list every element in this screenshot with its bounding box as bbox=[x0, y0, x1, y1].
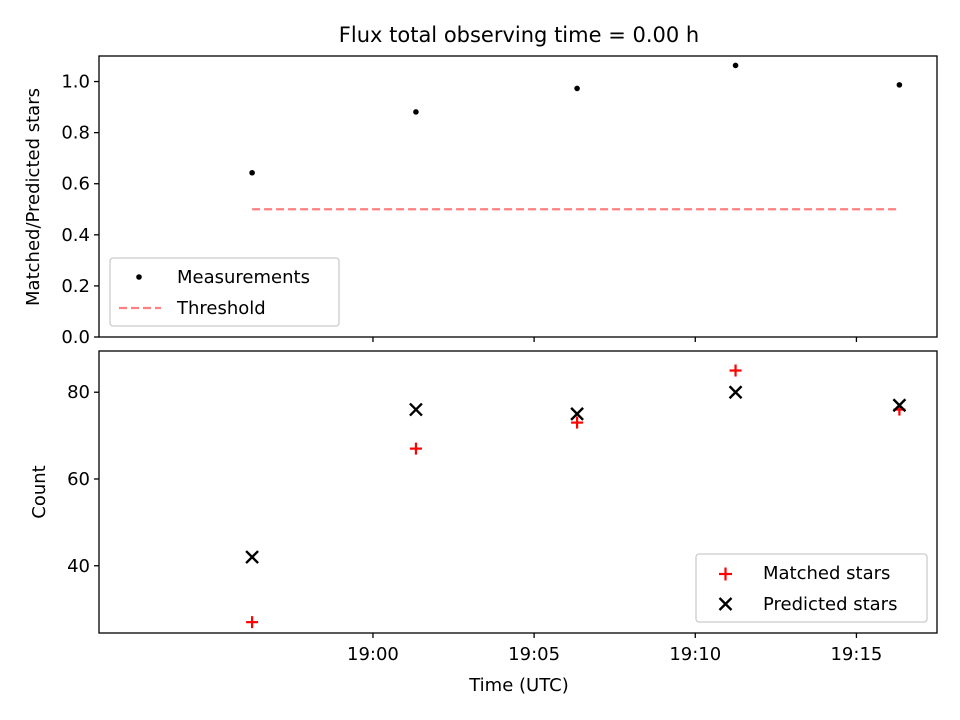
top-axes: 0.0 0.2 0.4 0.6 0.8 1.0 Matched/Predicted sta… bbox=[23, 55, 938, 348]
bottom-y-axis-label: Count bbox=[29, 465, 50, 518]
measurement-point bbox=[413, 109, 419, 115]
matched-star-point bbox=[729, 364, 742, 377]
top-y-tick-label: 0.0 bbox=[61, 327, 90, 348]
x-tick-label: 19:15 bbox=[830, 644, 882, 665]
predicted-star-point bbox=[892, 398, 907, 413]
legend-marker-matched-stars bbox=[719, 567, 732, 581]
legend-label-threshold: Threshold bbox=[176, 298, 266, 319]
bottom-axes: 40 60 80 19:00 19:05 19:10 19:15 Count Time (… bbox=[29, 350, 938, 696]
legend-marker-measurements bbox=[136, 274, 142, 280]
top-legend: Measurements Threshold bbox=[109, 257, 340, 327]
top-y-tick-label: 0.4 bbox=[61, 225, 90, 246]
bottom-axes-frame bbox=[98, 350, 938, 634]
top-y-tick-label: 1.0 bbox=[61, 72, 90, 93]
top-legend-box bbox=[109, 257, 340, 327]
predicted-star-point bbox=[245, 550, 259, 564]
measurement-point bbox=[896, 82, 903, 88]
bottom-legend: Matched stars Predicted stars bbox=[695, 553, 928, 623]
legend-label-matched-stars: Matched stars bbox=[763, 563, 890, 584]
x-tick-label: 19:05 bbox=[508, 644, 560, 665]
legend-marker-predicted-stars bbox=[718, 597, 733, 611]
bottom-legend-box bbox=[695, 553, 928, 623]
top-y-tick-label: 0.8 bbox=[61, 123, 90, 144]
measurement-point bbox=[249, 169, 255, 176]
bottom-y-tick-label: 40 bbox=[67, 556, 90, 577]
bottom-y-tick-label: 60 bbox=[67, 469, 90, 490]
matched-star-point bbox=[409, 442, 422, 455]
bottom-y-tick-label: 80 bbox=[67, 382, 90, 403]
x-axis-label: Time (UTC) bbox=[468, 675, 569, 696]
predicted-star-point bbox=[728, 385, 743, 400]
top-axes-frame bbox=[98, 55, 938, 338]
measurement-point bbox=[732, 62, 739, 69]
measurement-point bbox=[574, 85, 580, 92]
predicted-star-point bbox=[409, 402, 423, 417]
legend-label-measurements: Measurements bbox=[177, 267, 310, 288]
top-y-axis-label: Matched/Predicted stars bbox=[23, 88, 44, 306]
x-tick-label: 19:00 bbox=[347, 644, 399, 665]
top-y-tick-label: 0.6 bbox=[61, 174, 90, 195]
x-tick-label: 19:10 bbox=[669, 644, 721, 665]
chart-title: Flux total observing time = 0.00 h bbox=[339, 23, 699, 47]
top-y-tick-label: 0.2 bbox=[61, 276, 90, 297]
matched-star-point bbox=[246, 616, 259, 629]
legend-label-predicted-stars: Predicted stars bbox=[763, 594, 897, 615]
matched-star-point bbox=[571, 416, 584, 429]
predicted-star-point bbox=[570, 407, 584, 421]
